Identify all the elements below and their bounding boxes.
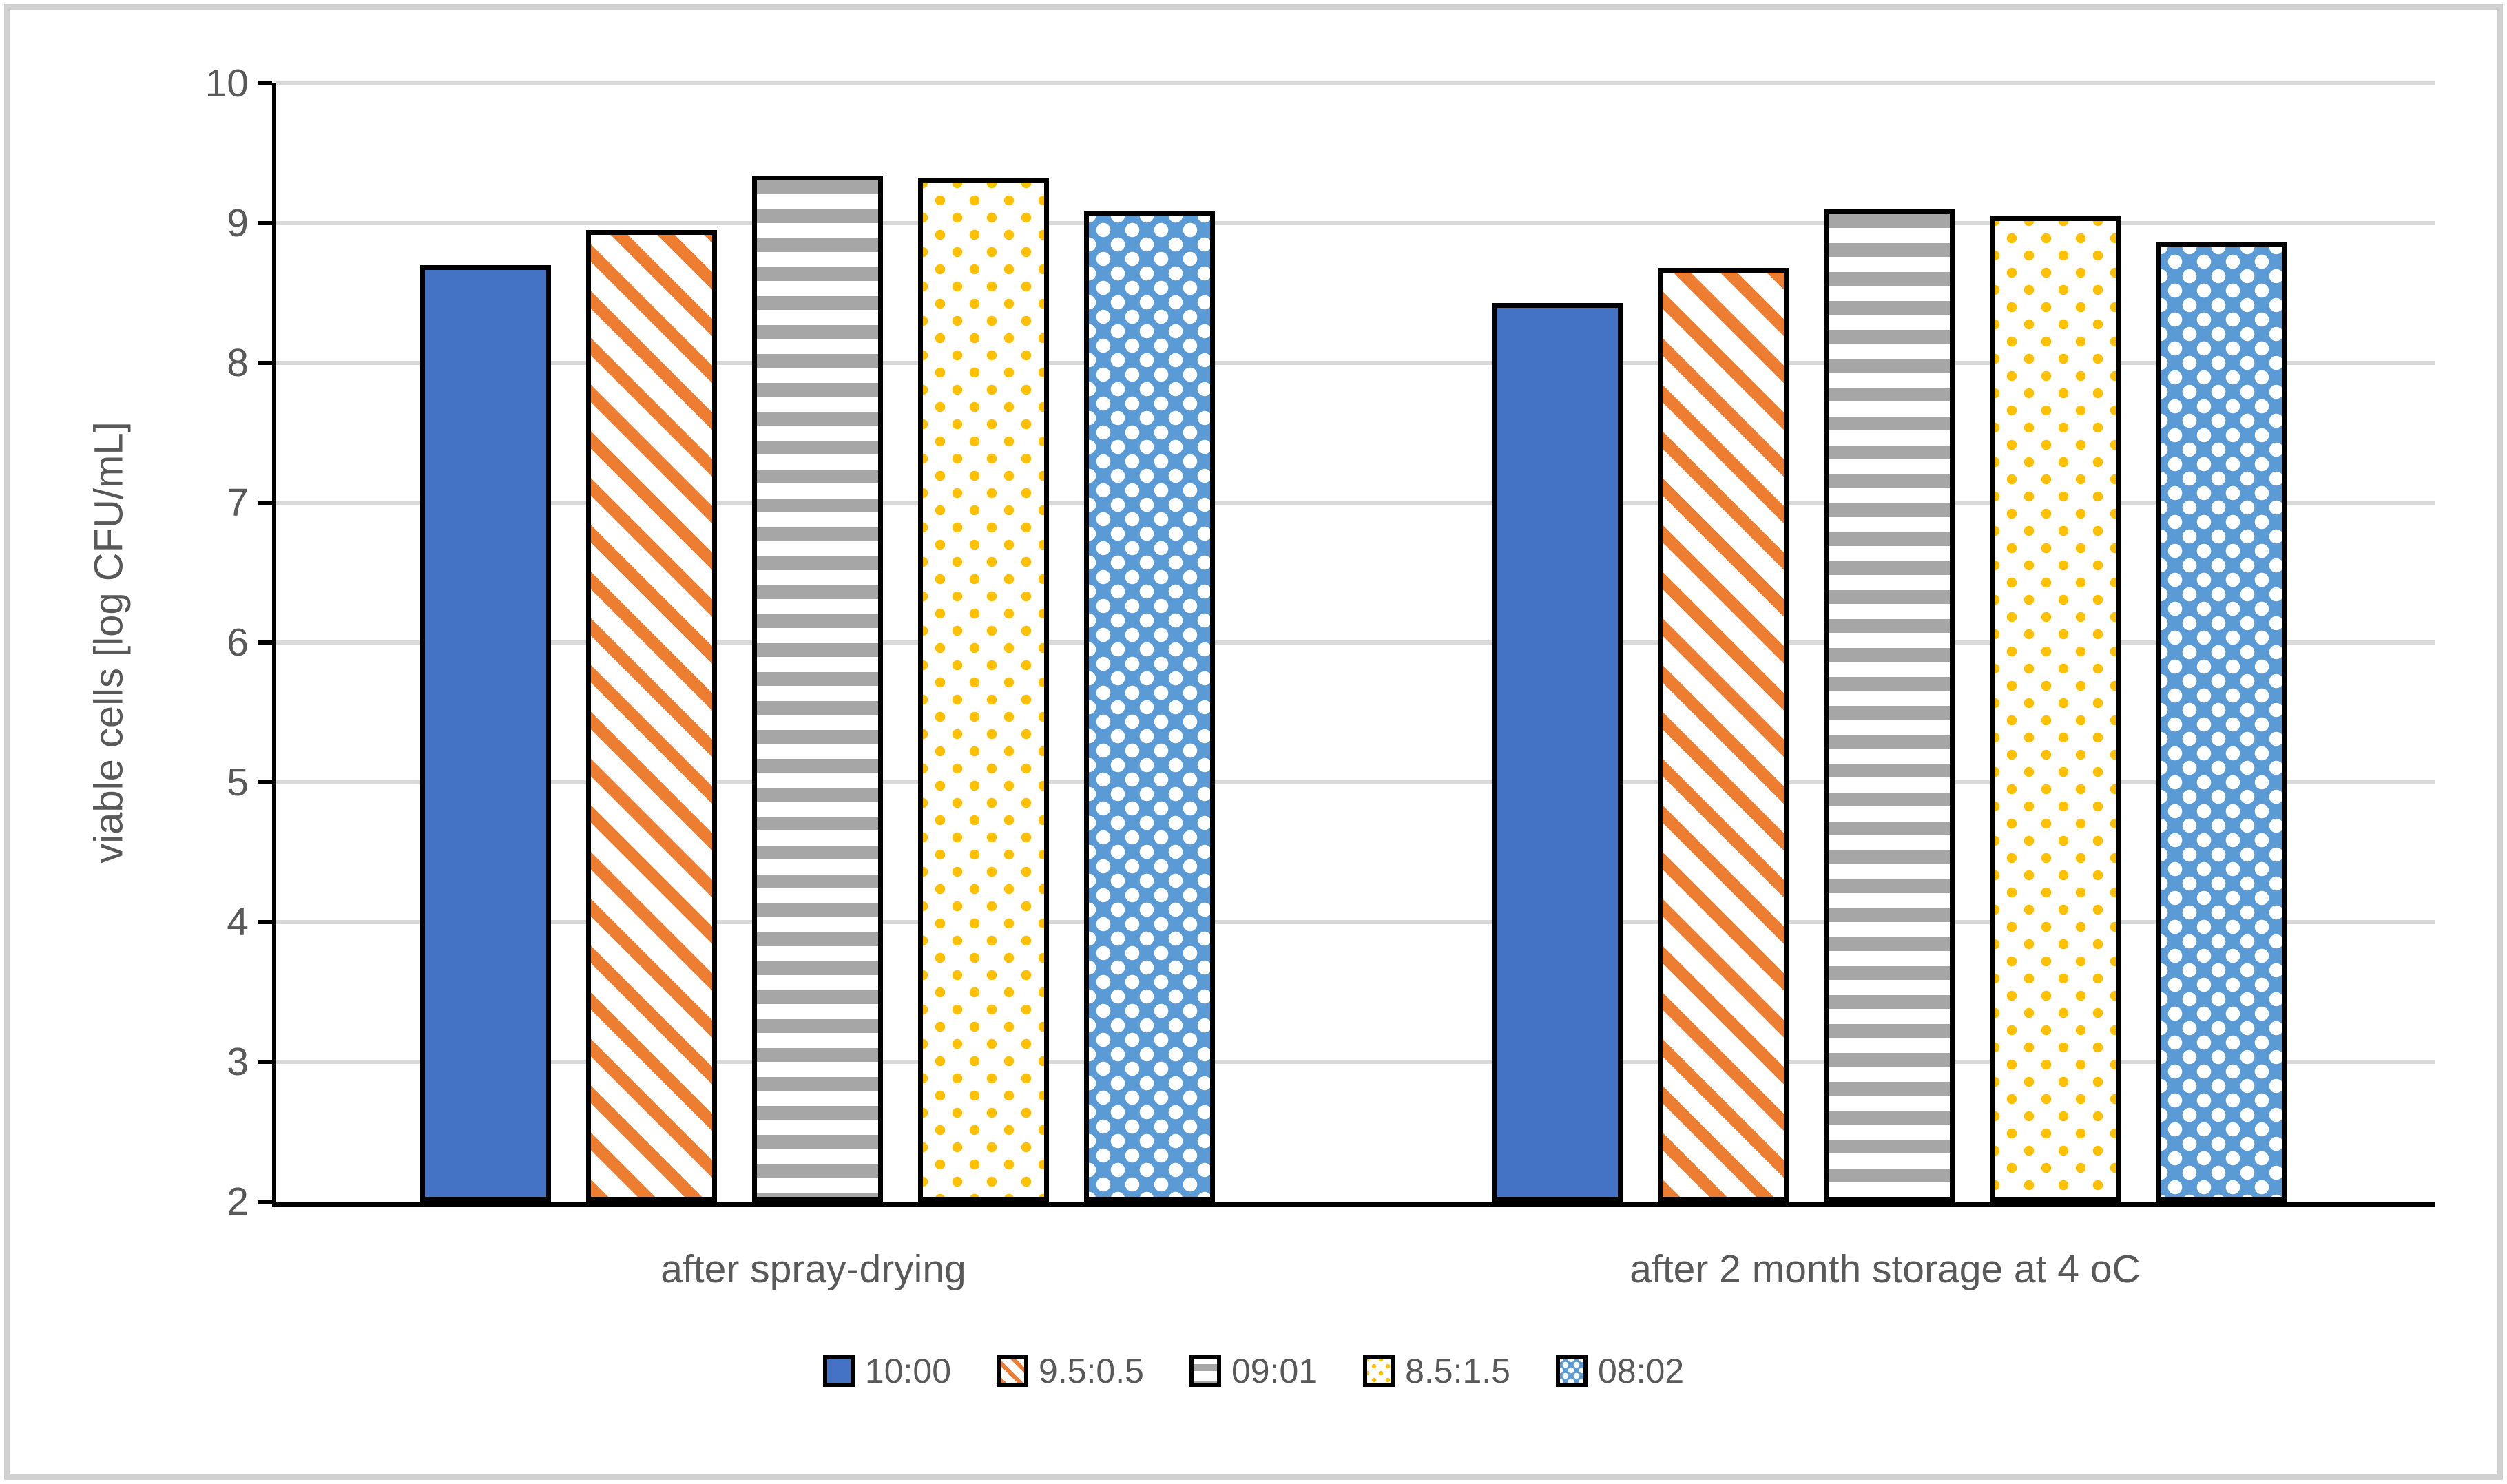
bar-09-01-group2 — [1824, 209, 1955, 1202]
category-label: after spray-drying — [660, 1247, 966, 1291]
gridline-y8 — [276, 361, 2435, 365]
legend-marker-icon — [1189, 1355, 1221, 1387]
bar-9-5-0-5-group2 — [1658, 267, 1789, 1202]
y-tick-label: 8 — [227, 341, 249, 385]
y-tick-label: 9 — [227, 201, 249, 245]
legend-marker-icon — [1363, 1355, 1395, 1387]
legend-label: 08:02 — [1597, 1352, 1685, 1390]
legend-item-8-5-1-5: 8.5:1.5 — [1363, 1351, 1510, 1391]
gridline-y5 — [276, 780, 2435, 784]
y-axis-tick — [258, 361, 272, 365]
legend-item-08-02: 08:02 — [1555, 1351, 1685, 1391]
y-tick-label: 10 — [205, 61, 249, 105]
y-tick-label: 2 — [227, 1180, 249, 1224]
y-axis-tick — [258, 640, 272, 645]
gridline-y3 — [276, 1060, 2435, 1064]
y-tick-label: 6 — [227, 620, 249, 665]
y-tick-label: 3 — [227, 1040, 249, 1084]
y-axis-tick — [258, 1060, 272, 1064]
y-axis-tick — [258, 920, 272, 924]
y-axis-tick — [258, 221, 272, 225]
legend-marker-icon — [997, 1355, 1029, 1387]
gridline-y6 — [276, 640, 2435, 645]
y-axis-tick — [258, 1200, 272, 1204]
y-axis-tick — [258, 81, 272, 85]
category-label: after 2 month storage at 4 oC — [1630, 1247, 2141, 1291]
legend-label: 8.5:1.5 — [1405, 1352, 1510, 1390]
legend-marker-icon — [1555, 1355, 1588, 1387]
y-axis-title: viable cells [log CFU/mL] — [86, 421, 132, 864]
legend: 10:00 9.5:0.5 09:01 8.5:1.5 08:02 — [0, 1351, 2507, 1391]
y-tick-label: 5 — [227, 760, 249, 804]
bar-9-5-0-5-group1 — [586, 230, 717, 1202]
bar-10-00-group1 — [420, 264, 551, 1202]
legend-label: 10:00 — [864, 1352, 952, 1390]
legend-marker-icon — [822, 1355, 855, 1387]
bar-08-02-group1 — [1084, 210, 1215, 1202]
y-tick-label: 4 — [227, 900, 249, 944]
legend-label: 09:01 — [1231, 1352, 1318, 1390]
legend-item-10-00: 10:00 — [822, 1351, 952, 1391]
bar-10-00-group2 — [1492, 302, 1623, 1202]
legend-label: 9.5:0.5 — [1039, 1352, 1144, 1390]
legend-item-9-5-0-5: 9.5:0.5 — [997, 1351, 1144, 1391]
gridline-y10 — [276, 81, 2435, 85]
y-tick-label: 7 — [227, 481, 249, 525]
bar-8-5-1-5-group2 — [1990, 216, 2121, 1202]
plot-area: 2 3 4 5 6 7 8 9 10 — [205, 61, 2435, 1224]
gridline-y7 — [276, 501, 2435, 505]
y-axis-tick — [258, 780, 272, 784]
y-axis-tick — [258, 501, 272, 505]
legend-item-09-01: 09:01 — [1189, 1351, 1318, 1391]
bar-8-5-1-5-group1 — [918, 178, 1049, 1202]
bar-08-02-group2 — [2156, 242, 2287, 1202]
bar-09-01-group1 — [752, 175, 883, 1202]
gridline-y9 — [276, 221, 2435, 225]
gridline-y4 — [276, 920, 2435, 924]
